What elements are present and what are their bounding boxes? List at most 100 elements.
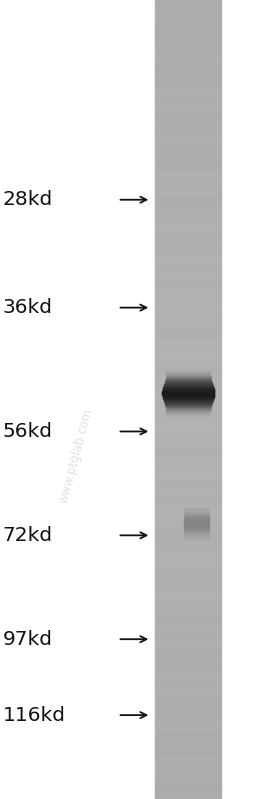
- Bar: [155, 317, 221, 320]
- Bar: [155, 120, 221, 122]
- Bar: [155, 186, 221, 189]
- Bar: [155, 626, 221, 629]
- Bar: [155, 469, 221, 471]
- Bar: [155, 192, 221, 194]
- Bar: [155, 54, 221, 56]
- Bar: [184, 522, 209, 523]
- Bar: [155, 495, 221, 498]
- Bar: [155, 370, 221, 373]
- Bar: [155, 360, 221, 362]
- Bar: [155, 74, 221, 78]
- Bar: [155, 423, 221, 426]
- Bar: [155, 719, 221, 721]
- Bar: [155, 296, 221, 298]
- Bar: [155, 519, 221, 522]
- Bar: [184, 526, 209, 527]
- Bar: [155, 272, 221, 274]
- Bar: [155, 234, 221, 237]
- Bar: [155, 466, 221, 469]
- Bar: [155, 583, 221, 586]
- Bar: [155, 661, 221, 663]
- Bar: [155, 741, 221, 743]
- Bar: [155, 753, 221, 757]
- Bar: [155, 189, 221, 192]
- Bar: [155, 8, 221, 10]
- Bar: [155, 679, 221, 682]
- Bar: [155, 757, 221, 759]
- Bar: [155, 610, 221, 613]
- Bar: [155, 301, 221, 304]
- Bar: [155, 72, 221, 74]
- Bar: [155, 78, 221, 80]
- Bar: [155, 50, 221, 54]
- Bar: [155, 634, 221, 637]
- Bar: [155, 455, 221, 458]
- Bar: [155, 597, 221, 599]
- Bar: [155, 421, 221, 423]
- Bar: [155, 389, 221, 392]
- Bar: [155, 338, 221, 341]
- Bar: [155, 93, 221, 96]
- Bar: [155, 213, 221, 216]
- Bar: [155, 527, 221, 530]
- Bar: [155, 141, 221, 144]
- Bar: [155, 418, 221, 421]
- Bar: [155, 434, 221, 437]
- Bar: [155, 578, 221, 581]
- Bar: [184, 535, 209, 536]
- Bar: [155, 653, 221, 655]
- Bar: [155, 682, 221, 685]
- Bar: [155, 216, 221, 218]
- Text: 72kd: 72kd: [3, 526, 53, 545]
- Bar: [155, 439, 221, 442]
- Bar: [155, 727, 221, 729]
- Bar: [155, 663, 221, 666]
- Bar: [184, 527, 209, 528]
- Bar: [155, 655, 221, 658]
- Bar: [155, 775, 221, 777]
- Bar: [155, 445, 221, 447]
- Bar: [184, 529, 209, 530]
- Bar: [155, 645, 221, 647]
- Bar: [155, 431, 221, 434]
- Bar: [155, 344, 221, 346]
- Text: 36kd: 36kd: [3, 298, 53, 317]
- Bar: [155, 725, 221, 727]
- Bar: [155, 690, 221, 693]
- Bar: [184, 513, 209, 514]
- Bar: [155, 482, 221, 485]
- Bar: [155, 631, 221, 634]
- Bar: [155, 629, 221, 631]
- Bar: [184, 515, 209, 516]
- Bar: [155, 2, 221, 6]
- Text: 56kd: 56kd: [3, 422, 53, 441]
- Bar: [155, 381, 221, 384]
- Bar: [155, 24, 221, 26]
- Bar: [155, 485, 221, 487]
- Bar: [184, 538, 209, 539]
- Bar: [155, 200, 221, 202]
- Bar: [184, 524, 209, 525]
- Bar: [155, 693, 221, 695]
- Bar: [184, 516, 209, 517]
- Bar: [155, 178, 221, 181]
- Bar: [155, 280, 221, 282]
- Bar: [155, 437, 221, 439]
- Bar: [155, 170, 221, 173]
- Bar: [155, 711, 221, 714]
- Bar: [155, 647, 221, 650]
- Bar: [155, 306, 221, 309]
- Bar: [155, 157, 221, 160]
- Bar: [155, 721, 221, 725]
- Bar: [155, 6, 221, 8]
- Bar: [184, 519, 209, 520]
- Bar: [155, 146, 221, 149]
- Bar: [184, 538, 209, 539]
- Bar: [155, 458, 221, 461]
- Bar: [184, 532, 209, 533]
- Bar: [155, 237, 221, 240]
- Bar: [155, 729, 221, 733]
- Bar: [155, 309, 221, 312]
- Bar: [155, 104, 221, 106]
- Bar: [184, 518, 209, 519]
